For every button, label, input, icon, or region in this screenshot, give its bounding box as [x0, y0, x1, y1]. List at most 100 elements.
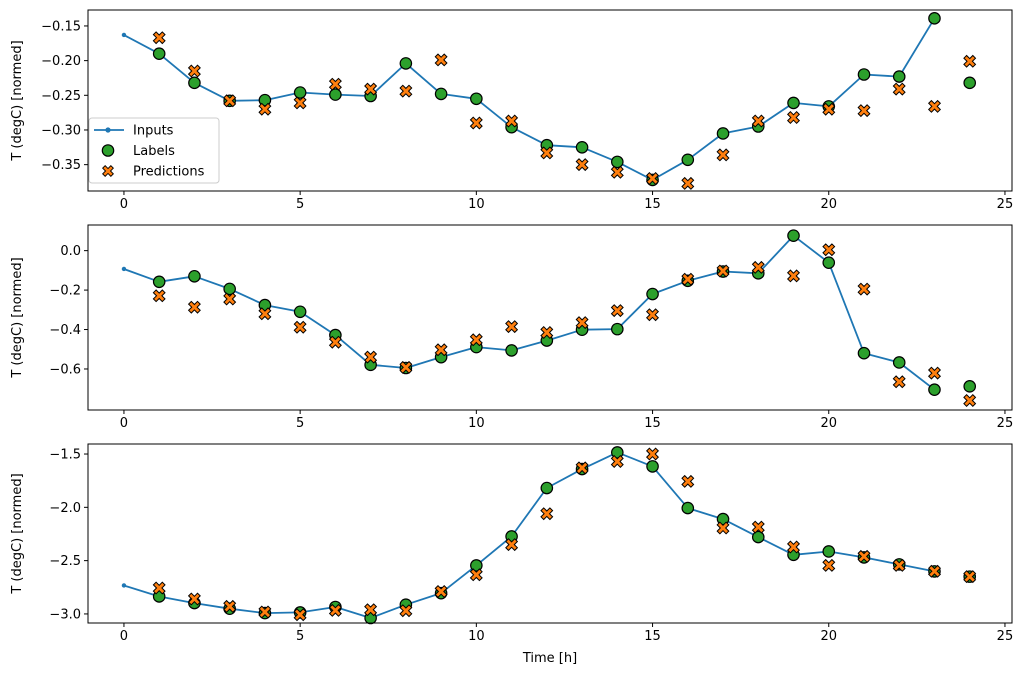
- predictions-marker: [610, 304, 624, 318]
- predictions-marker: [645, 447, 660, 461]
- y-tick-label: −0.2: [49, 284, 81, 299]
- predictions-marker: [364, 603, 378, 617]
- predictions-marker: [328, 335, 342, 349]
- predictions-marker: [857, 549, 871, 563]
- predictions-marker: [716, 264, 730, 278]
- axes-3: −1.5 −2.0 −2.5 −3.0 0 5 10 15 20 25 T (degC) [norm…: [10, 443, 1014, 666]
- predictions-marker: [293, 96, 307, 110]
- x-tick-label: 20: [820, 629, 837, 644]
- predictions-marker: [434, 53, 448, 67]
- predictions-marker: [505, 538, 519, 552]
- inputs-line: [123, 17, 936, 181]
- labels-marker: [293, 86, 307, 99]
- y-tick-label: 0.0: [60, 244, 81, 259]
- labels-marker: [470, 92, 483, 106]
- inputs-point: [121, 32, 127, 38]
- labels-marker: [857, 68, 871, 81]
- y-tick-label: −0.6: [49, 362, 81, 377]
- predictions-marker: [258, 102, 272, 116]
- labels-marker: [787, 229, 800, 242]
- labels-marker: [152, 47, 166, 60]
- predictions-marker: [258, 307, 272, 321]
- labels-marker: [928, 383, 941, 396]
- predictions-marker: [610, 165, 624, 179]
- y-tick-label: −2.0: [49, 501, 81, 516]
- predictions-marker: [469, 116, 483, 130]
- predictions-marker: [434, 584, 448, 599]
- y-axis-label: T (degC) [normed]: [10, 40, 25, 161]
- predictions-marker: [505, 114, 519, 128]
- predictions-marker: [187, 592, 201, 606]
- y-axis-label: T (degC) [normed]: [10, 473, 25, 594]
- predictions-marker: [786, 269, 801, 283]
- labels-marker: [329, 88, 342, 101]
- predictions-marker: [963, 54, 977, 68]
- x-tick-label: 25: [997, 416, 1014, 431]
- axes-frame: [87, 224, 1013, 411]
- x-tick-label: 10: [468, 197, 485, 212]
- inputs-point: [121, 266, 127, 272]
- y-tick-label: −2.5: [49, 554, 81, 569]
- predictions-marker: [927, 99, 942, 113]
- predictions-marker: [399, 604, 413, 618]
- predictions-marker: [892, 558, 906, 572]
- axes-1: −0.15 −0.20 −0.25 −0.30 −0.35 0 5 10 15 20 25 T (de…: [10, 9, 1013, 212]
- labels-marker: [787, 96, 800, 110]
- axes-frame: [87, 443, 1013, 624]
- predictions-marker: [610, 454, 624, 469]
- predictions-marker: [716, 521, 730, 535]
- predictions-marker: [540, 507, 554, 521]
- predictions-marker: [857, 104, 871, 118]
- labels-marker: [399, 57, 413, 70]
- legend-box: [88, 117, 220, 184]
- predictions-marker: [822, 558, 836, 572]
- predictions-marker: [187, 300, 201, 314]
- x-tick-label: 20: [820, 416, 837, 431]
- predictions-marker: [822, 102, 836, 116]
- labels-marker: [963, 380, 977, 393]
- predictions-marker: [892, 82, 906, 96]
- y-axis-label: T (degC) [normed]: [10, 257, 25, 378]
- axes-frame: [87, 9, 1013, 192]
- labels-marker: [188, 76, 201, 90]
- labels-marker: [575, 141, 589, 154]
- x-tick-label: 10: [468, 629, 485, 644]
- y-tick-label: −3.0: [49, 607, 81, 622]
- predictions-marker: [786, 540, 801, 554]
- legend-entry-label: Labels: [133, 144, 175, 159]
- predictions-marker: [645, 171, 660, 186]
- labels-marker: [681, 501, 695, 515]
- legend-inputs-dot-sample: [105, 127, 111, 133]
- predictions-marker: [681, 474, 695, 488]
- legend-entry-label: Inputs: [133, 124, 174, 139]
- x-tick-label: 15: [644, 416, 661, 431]
- x-tick-label: 10: [468, 416, 485, 431]
- predictions-marker: [575, 158, 589, 172]
- predictions-marker: [293, 320, 307, 334]
- predictions-marker: [927, 564, 942, 578]
- labels-marker: [152, 275, 166, 289]
- x-tick-label: 0: [120, 629, 128, 644]
- x-tick-label: 25: [997, 629, 1014, 644]
- legend-entry-label: Predictions: [133, 165, 205, 180]
- labels-marker: [505, 344, 518, 357]
- predictions-marker: [540, 146, 554, 160]
- predictions-marker: [751, 114, 765, 128]
- predictions-marker: [963, 570, 977, 584]
- predictions-marker: [786, 110, 801, 125]
- predictions-marker: [645, 308, 660, 322]
- x-tick-label: 0: [120, 416, 128, 431]
- labels-marker: [681, 153, 695, 167]
- y-tick-label: −0.4: [49, 323, 81, 338]
- predictions-marker: [152, 581, 166, 595]
- predictions-marker: [681, 176, 695, 190]
- labels-marker: [646, 460, 659, 473]
- y-tick-label: −0.15: [41, 19, 81, 34]
- predictions-marker: [187, 64, 201, 78]
- y-tick-label: −0.25: [41, 89, 81, 104]
- predictions-marker: [223, 292, 237, 306]
- labels-marker: [293, 305, 307, 319]
- predictions-marker: [152, 31, 166, 45]
